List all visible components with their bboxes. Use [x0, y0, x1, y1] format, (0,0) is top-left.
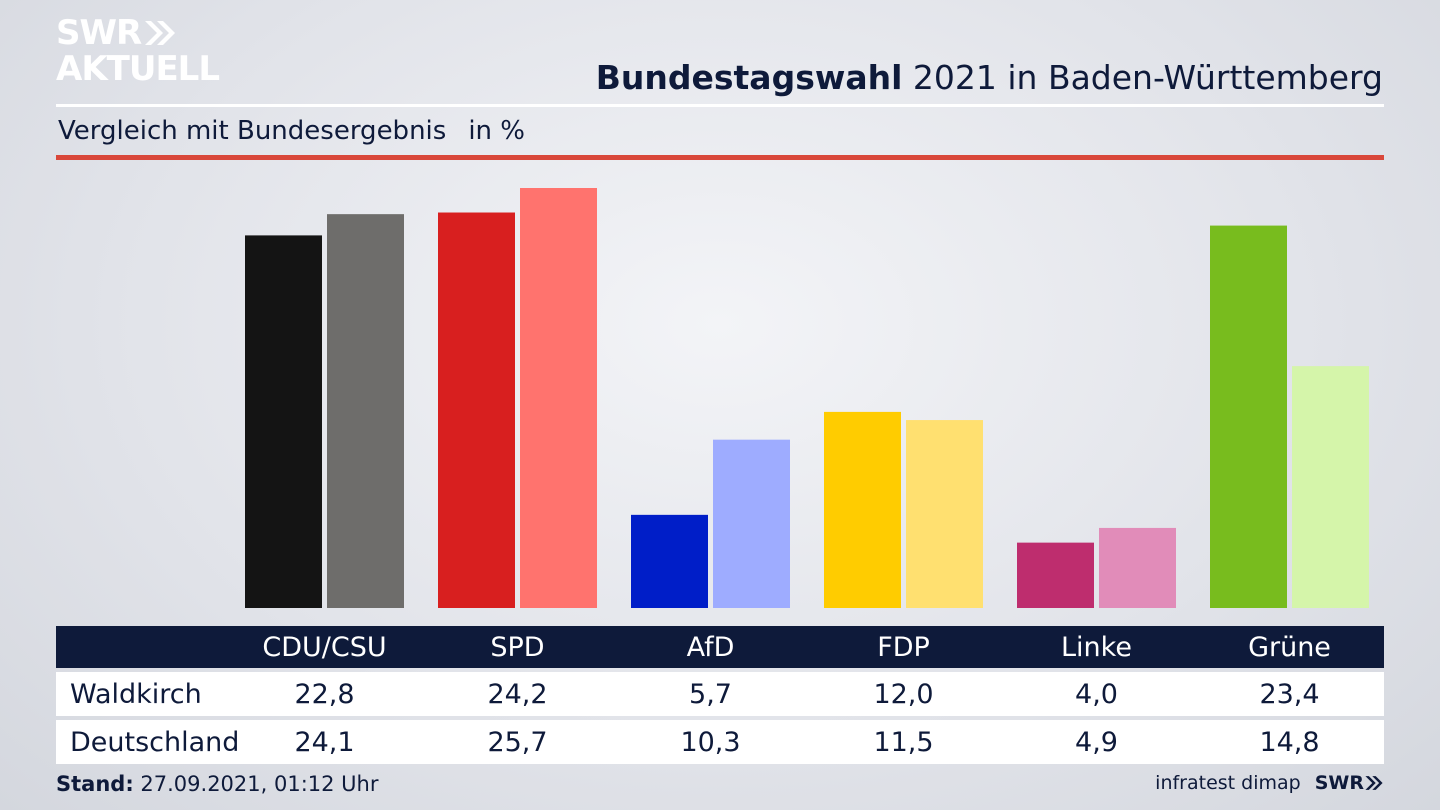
title-rest: 2021 in Baden-Württemberg — [902, 58, 1383, 97]
title-bold: Bundestagswahl — [595, 58, 903, 97]
data-label: 12,0 — [873, 678, 934, 710]
source-credit: infratest dimap SWR — [1155, 772, 1384, 794]
data-label: 5,7 — [689, 678, 732, 710]
bar-deutschland-fdp — [906, 420, 983, 608]
logo-text-aktuell: AKTUELL — [56, 49, 220, 89]
bar-deutschland-cdu-csu — [327, 214, 404, 608]
column-header: Linke — [1061, 631, 1132, 663]
bar-deutschland-spd — [520, 188, 597, 608]
bar-waldkirch-afd — [631, 514, 708, 608]
bar-waldkirch-grüne — [1210, 225, 1287, 608]
data-label: 4,0 — [1075, 678, 1118, 710]
column-header: SPD — [490, 631, 545, 663]
row-label-waldkirch: Waldkirch — [70, 678, 202, 710]
unit-label: in % — [468, 116, 525, 146]
column-header: CDU/CSU — [262, 631, 387, 663]
timestamp: Stand: 27.09.2021, 01:12 Uhr — [56, 772, 379, 796]
column-header: AfD — [686, 631, 735, 663]
row-label-deutschland: Deutschland — [70, 726, 240, 758]
data-label: 25,7 — [487, 726, 548, 758]
chart-subtitle: Vergleich mit Bundesergebnis in % — [58, 116, 525, 146]
logo-text-swr: SWR — [56, 13, 142, 53]
bar-deutschland-grüne — [1292, 366, 1369, 608]
results-table: CDU/CSU SPD AfD FDP Linke Grüne Waldkirch 22,… — [56, 626, 1384, 764]
column-header: Grüne — [1248, 631, 1331, 663]
table-row: Deutschland 24,1 25,7 10,3 11,5 4,9 14,8 — [56, 720, 1384, 764]
data-label: 23,4 — [1259, 678, 1320, 710]
data-label: 11,5 — [873, 726, 934, 758]
subtitle-text: Vergleich mit Bundesergebnis — [58, 116, 447, 146]
bar-waldkirch-fdp — [824, 411, 901, 608]
stand-label: Stand: — [56, 772, 134, 796]
data-label: 24,1 — [294, 726, 355, 758]
double-chevron-icon — [143, 19, 177, 47]
data-label: 10,3 — [680, 726, 741, 758]
table-header: CDU/CSU SPD AfD FDP Linke Grüne — [56, 626, 1384, 668]
bar-waldkirch-linke — [1017, 542, 1094, 608]
data-label: 22,8 — [294, 678, 355, 710]
data-label: 14,8 — [1259, 726, 1320, 758]
bar-waldkirch-cdu-csu — [245, 235, 322, 608]
stand-value: 27.09.2021, 01:12 Uhr — [133, 772, 379, 796]
page-title: Bundestagswahl 2021 in Baden-Württemberg — [596, 58, 1383, 97]
footer-swr-logo: SWR — [1315, 772, 1384, 794]
data-label: 4,9 — [1075, 726, 1118, 758]
data-label: 24,2 — [487, 678, 548, 710]
footer-logo-text: SWR — [1314, 772, 1364, 794]
table-row: Waldkirch 22,8 24,2 5,7 12,0 4,0 23,4 — [56, 672, 1384, 716]
subtitle-divider — [56, 155, 1384, 160]
bar-waldkirch-spd — [438, 212, 515, 609]
column-header: FDP — [877, 631, 930, 663]
source-text: infratest dimap — [1155, 772, 1301, 794]
title-divider — [56, 104, 1384, 107]
bar-deutschland-afd — [713, 439, 790, 608]
footer-chevron-icon — [1365, 776, 1383, 790]
bar-deutschland-linke — [1099, 527, 1176, 608]
swr-aktuell-logo: SWR AKTUELL — [56, 13, 220, 89]
